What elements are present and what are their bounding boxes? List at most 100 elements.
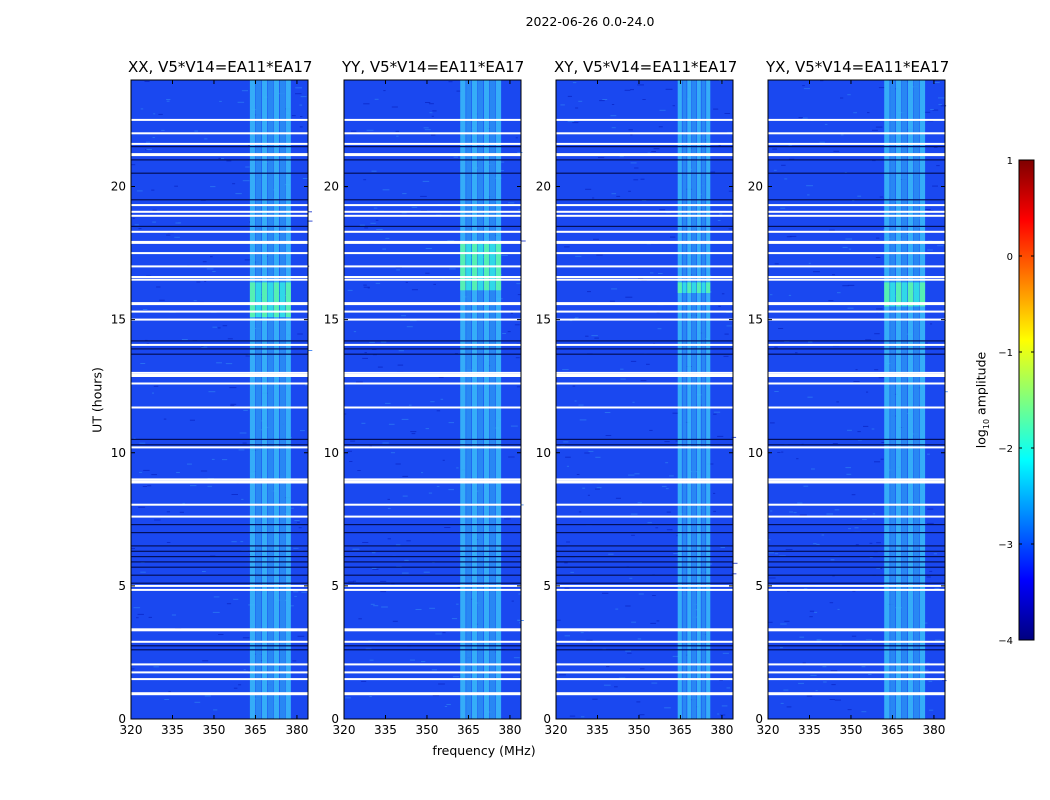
noise-speckle	[866, 391, 869, 393]
flagged-dark-line	[768, 348, 945, 350]
data-gap-line	[131, 142, 308, 145]
noise-speckle	[587, 494, 590, 496]
noise-speckle	[148, 616, 152, 618]
flagged-dark-line	[556, 444, 733, 446]
noise-speckle	[430, 401, 435, 403]
flagged-dark-line	[131, 438, 308, 440]
data-gap-line	[131, 480, 308, 484]
noise-speckle	[795, 352, 798, 354]
noise-speckle	[442, 632, 446, 634]
noise-speckle	[392, 620, 398, 622]
noise-speckle	[675, 440, 680, 442]
noise-speckle	[453, 156, 458, 158]
noise-speckle	[774, 263, 779, 265]
noise-speckle	[432, 110, 437, 112]
noise-speckle	[830, 559, 835, 561]
data-gap-line	[131, 584, 308, 587]
noise-speckle	[395, 130, 399, 132]
data-gap-line	[131, 343, 308, 346]
noise-speckle	[848, 248, 852, 250]
noise-speckle	[673, 553, 680, 555]
noise-speckle	[456, 90, 462, 92]
noise-speckle	[592, 698, 598, 700]
noise-speckle	[381, 606, 388, 608]
data-gap-line	[556, 230, 733, 233]
noise-speckle	[869, 542, 873, 544]
noise-speckle	[350, 440, 356, 442]
noise-speckle	[448, 81, 453, 83]
noise-speckle	[770, 422, 775, 424]
rfi-strong-segment	[701, 282, 706, 293]
noise-speckle	[672, 655, 680, 657]
noise-speckle	[788, 144, 792, 146]
noise-speckle	[627, 652, 632, 654]
noise-speckle	[567, 121, 575, 122]
noise-speckle	[212, 326, 218, 328]
noise-speckle	[614, 686, 618, 688]
noise-speckle	[230, 405, 235, 407]
noise-speckle	[410, 320, 417, 322]
noise-speckle	[401, 418, 409, 420]
data-gap-line	[768, 692, 945, 696]
noise-speckle	[578, 404, 584, 406]
y-tick-label: 0	[331, 712, 339, 726]
flagged-dark-line	[768, 438, 945, 440]
rfi-strong-segment	[677, 282, 682, 293]
noise-speckle	[611, 127, 616, 129]
noise-speckle	[656, 620, 660, 622]
noise-speckle	[816, 543, 820, 545]
data-gap-line	[768, 371, 945, 374]
noise-speckle	[370, 222, 376, 224]
noise-speckle	[210, 256, 213, 258]
noise-speckle	[208, 391, 216, 393]
noise-speckle	[166, 99, 171, 100]
y-tick-label: 10	[536, 446, 551, 460]
noise-speckle	[204, 695, 211, 697]
noise-speckle	[619, 156, 624, 158]
noise-speckle	[585, 188, 592, 190]
flagged-dark-line	[556, 545, 733, 547]
data-gap-line	[131, 118, 308, 121]
data-gap-line	[344, 515, 521, 518]
noise-speckle	[672, 412, 679, 414]
noise-speckle	[625, 296, 633, 298]
rfi-strong-segment	[682, 282, 687, 293]
noise-speckle	[305, 384, 309, 386]
noise-speckle	[387, 538, 391, 540]
flagged-dark-line	[131, 649, 308, 651]
data-gap-line	[131, 678, 308, 681]
noise-speckle	[845, 467, 851, 469]
noise-speckle	[591, 335, 598, 337]
noise-speckle	[424, 129, 431, 131]
noise-speckle	[837, 608, 840, 610]
noise-speckle	[634, 167, 639, 169]
data-gap-line	[768, 142, 945, 145]
noise-speckle	[518, 593, 521, 595]
noise-speckle	[933, 82, 940, 83]
noise-speckle	[624, 89, 631, 91]
noise-speckle	[487, 711, 492, 713]
noise-speckle	[397, 364, 404, 366]
rfi-stripe	[249, 80, 256, 719]
flagged-dark-line	[131, 566, 308, 568]
rfi-stripe	[682, 80, 687, 719]
noise-speckle	[713, 510, 716, 512]
noise-speckle	[926, 576, 931, 578]
flagged-dark-line	[768, 172, 945, 174]
noise-speckle	[429, 607, 435, 609]
noise-speckle	[428, 103, 434, 105]
noise-speckle	[147, 485, 152, 487]
noise-speckle	[851, 494, 856, 496]
noise-speckle	[638, 277, 644, 279]
noise-speckle	[564, 246, 570, 248]
noise-speckle	[564, 587, 570, 589]
noise-speckle	[410, 431, 417, 433]
panel-title-xy: XY, V5*V14=EA11*EA17	[554, 58, 738, 76]
noise-speckle	[778, 328, 784, 329]
data-gap-line	[131, 371, 308, 374]
rfi-stripe	[691, 80, 697, 719]
flagged-dark-line	[768, 574, 945, 576]
noise-speckle	[428, 492, 433, 494]
noise-speckle	[395, 544, 401, 546]
data-gap-line	[556, 343, 733, 346]
